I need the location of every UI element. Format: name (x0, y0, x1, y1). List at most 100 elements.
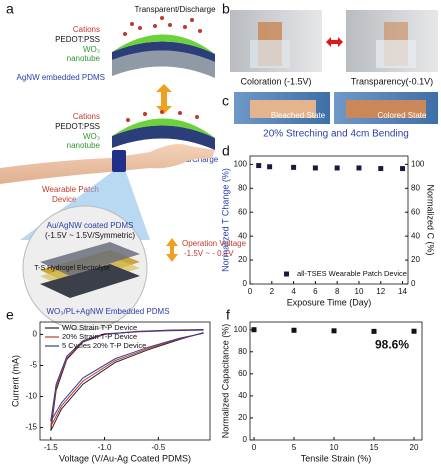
state-label: Transparent/Discharge (134, 5, 216, 14)
photo-caption: 20% Streching and 4cm Bending (263, 129, 409, 140)
y-tick-label: 40 (238, 391, 247, 400)
y2-tick-label: 80 (411, 183, 420, 192)
x-tick-label: -0.5 (151, 443, 165, 452)
x-tick-label: 10 (330, 443, 339, 452)
annotation: 98.6% (375, 337, 409, 351)
panel-label: c (222, 93, 229, 109)
photo-caption: Coloration (-1.5V) (240, 76, 311, 86)
point (411, 328, 417, 334)
x-tick-label: 14 (398, 287, 407, 296)
y-axis-label: Normalized T Change (%) (220, 168, 230, 272)
patch-label: Wearable Patch (42, 185, 99, 194)
x-tick-label: 8 (335, 287, 340, 296)
photo-label: Bleached State (271, 111, 326, 120)
x-tick-label: -1.0 (98, 443, 112, 452)
photo-arm (346, 100, 426, 118)
y-tick-label: 80 (238, 183, 247, 192)
y-tick-label: -5 (30, 361, 38, 370)
electrode-label: (-1.5V ~ 1.5V/Symmetric) (45, 231, 135, 240)
layer-label: WO₃ (83, 45, 100, 54)
panel-label: d (222, 143, 230, 159)
panel-label: a (6, 1, 14, 17)
x-tick-label: 6 (313, 287, 318, 296)
point (267, 164, 273, 170)
electrode-label: Au/AgNW coated PDMS (47, 221, 134, 230)
y-tick-label: 100 (234, 159, 248, 168)
layer-label: PEDOT:PSS (55, 35, 100, 44)
y2-tick-label: 40 (411, 231, 420, 240)
arrow (166, 238, 178, 262)
y-tick-label: -15 (25, 423, 37, 432)
substrate-layer (40, 264, 140, 298)
x-axis-label: Exposure Time (Day) (287, 297, 372, 307)
x-tick-label: 0 (248, 287, 253, 296)
layer-label: WO₃ (83, 132, 100, 141)
photo-beaker (376, 40, 416, 68)
point (378, 166, 384, 172)
y-tick-label: 60 (238, 369, 247, 378)
y2-axis-label: Normalized C (%) (426, 184, 436, 255)
top-stack (112, 16, 215, 78)
y-tick-label: -10 (25, 392, 37, 401)
panel-label: b (222, 1, 230, 17)
legend-swatch (284, 271, 289, 277)
legend-label: all-TSES Wearable Patch Device (297, 269, 407, 278)
y2-tick-label: 60 (411, 207, 420, 216)
x-axis-label: Tensile Strain (%) (301, 453, 372, 463)
x-tick-label: 12 (376, 287, 385, 296)
y2-tick-label: 0 (411, 279, 416, 288)
x-tick-label: 20 (410, 443, 419, 452)
y2-tick-label: 20 (411, 255, 420, 264)
legend-label: 20% Strain T-P Device (62, 332, 137, 341)
x-tick-label: 10 (355, 287, 364, 296)
y-tick-label: 60 (238, 207, 247, 216)
y-tick-label: 0 (243, 279, 248, 288)
y-tick-label: 0 (33, 330, 38, 339)
point (356, 165, 362, 171)
y-tick-label: 40 (238, 231, 247, 240)
layer-label: PEDOT:PSS (55, 122, 100, 131)
x-tick-label: 15 (370, 443, 379, 452)
photo-beaker (250, 40, 290, 68)
arm (0, 144, 215, 184)
y-tick-label: 80 (238, 347, 247, 356)
layer-label: Cations (73, 112, 100, 121)
legend-label: W/O Strain T-P Device (62, 323, 137, 332)
plot-frame (249, 321, 423, 441)
panel-label: e (6, 307, 14, 323)
y-tick-label: 20 (238, 413, 247, 422)
x-tick-label: 5 (292, 443, 297, 452)
arrow (156, 84, 172, 114)
x-axis-label: Voltage (V/Au-Ag Coated PDMS) (59, 453, 191, 463)
photo-label: Colored State (378, 111, 427, 120)
point (291, 327, 297, 333)
point (291, 164, 297, 170)
layer-label: Cations (73, 25, 100, 34)
point (256, 163, 262, 169)
plot-frame (249, 155, 409, 285)
y-tick-label: 0 (243, 435, 248, 444)
plot-frame (39, 321, 211, 441)
arrow (326, 37, 343, 47)
voltage-label: Operation Voltage (182, 239, 247, 248)
patch-label: Device (52, 195, 77, 204)
bottom-stack (112, 110, 215, 150)
x-tick-label: 4 (291, 287, 296, 296)
y-axis-label: Normalized Capacitance (%) (220, 324, 230, 439)
point (331, 328, 337, 334)
point (400, 166, 406, 172)
electrode-layer (40, 242, 140, 276)
x-tick-label: 2 (270, 287, 275, 296)
panel-label: f (226, 307, 230, 323)
y-axis-label: Current (mA) (10, 355, 20, 407)
layer-label: AgNW embedded PDMS (17, 73, 105, 82)
layer-label: nanotube (67, 54, 101, 63)
x-tick-label: 0 (252, 443, 257, 452)
substrate-label: WO₃/PL+AgNW Embedded PDMS (46, 307, 169, 316)
photo-arm (250, 100, 316, 118)
y-tick-label: 20 (238, 255, 247, 264)
point (334, 165, 340, 171)
point (251, 327, 257, 333)
legend-label: 5 Cycles 20% T-P Device (62, 341, 146, 350)
